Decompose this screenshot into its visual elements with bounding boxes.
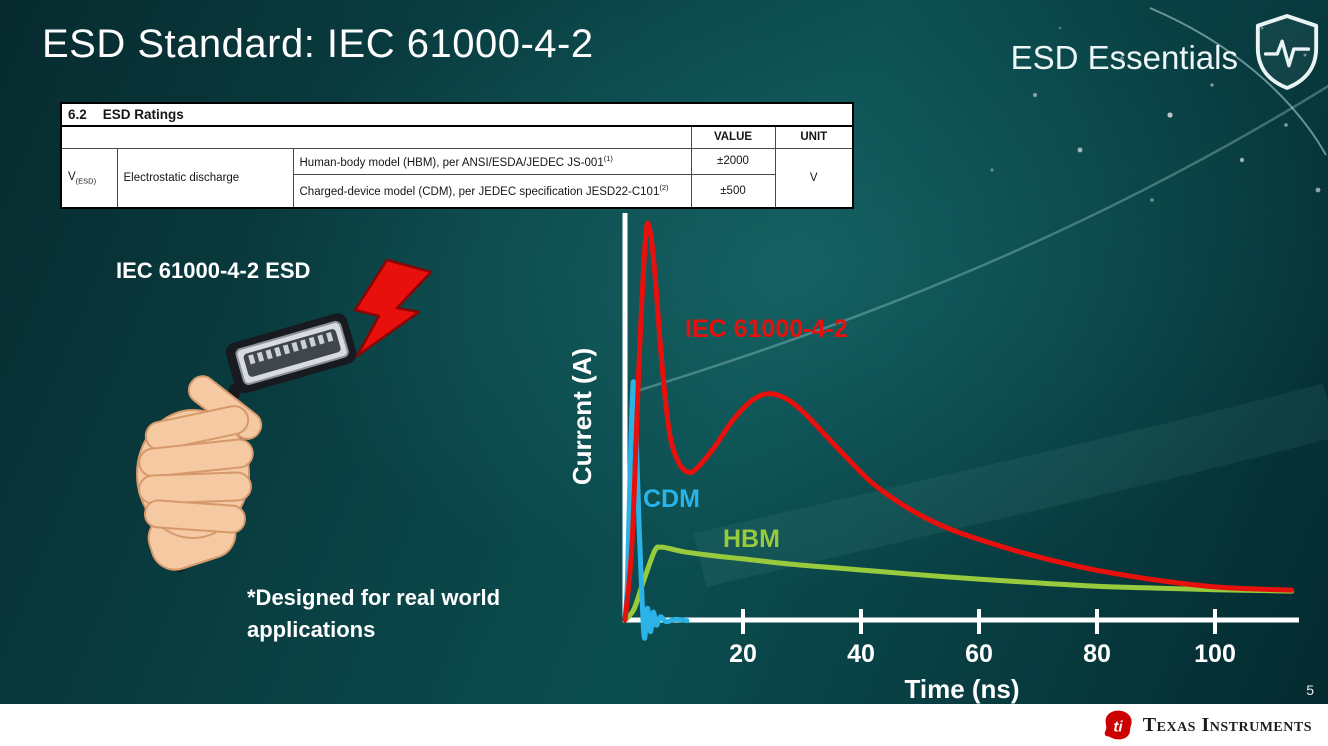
table-header-row: VALUE UNIT: [60, 125, 854, 149]
param-name-cell: Electrostatic discharge: [116, 147, 294, 209]
hbm-description: Human-body model (HBM), per ANSI/ESDA/JE…: [299, 156, 604, 169]
page-number: 5: [1306, 682, 1314, 698]
esd-ratings-table: 6.2 ESD Ratings VALUE UNIT V(ESD) Electro…: [60, 102, 855, 209]
series-line-0: [622, 220, 1295, 623]
empty-header-cell: [60, 125, 692, 149]
param-symbol: V: [68, 170, 76, 183]
x-tick-label: 100: [1194, 640, 1236, 668]
footer-bar: ti Texas Instruments: [0, 704, 1328, 746]
x-tick-label: 20: [729, 640, 757, 668]
hbm-footnote-ref: (1): [603, 153, 613, 163]
x-tick-label: 40: [847, 640, 875, 668]
series-line-2: [622, 544, 1295, 623]
svg-text:ti: ti: [1113, 718, 1123, 735]
table-row-cdm: Charged-device model (CDM), per JEDEC sp…: [61, 173, 853, 209]
footnote: *Designed for real world applications: [247, 582, 500, 646]
table-caption: 6.2 ESD Ratings: [61, 103, 854, 127]
section-number: 6.2: [68, 107, 87, 122]
param-symbol-cell: V(ESD): [60, 147, 118, 209]
series-label-0: IEC 61000-4-2: [685, 315, 848, 343]
table-caption-row: 6.2 ESD Ratings: [61, 103, 854, 127]
section-title: ESD Ratings: [102, 107, 184, 122]
footnote-line2: applications: [247, 616, 376, 642]
ti-wordmark: Texas Instruments: [1142, 713, 1312, 736]
x-axis-label: Time (ns): [904, 674, 1019, 704]
waveform-chart: 20 40 60 80 100 Time (ns) Current (A) IEC 61000…: [567, 213, 1299, 704]
ti-logo-icon: ti: [1104, 710, 1132, 740]
unit-cell: V: [774, 147, 854, 209]
param-symbol-sub: (ESD): [75, 175, 97, 185]
unit-column-header: UNIT: [774, 125, 854, 149]
lightning-bolt-icon: [353, 258, 433, 358]
x-tick-label: 60: [965, 640, 993, 668]
x-tick-label: 80: [1083, 640, 1111, 668]
footnote-line1: *Designed for real world: [247, 585, 501, 610]
cdm-value-cell: ±500: [690, 173, 776, 209]
series-line-1: [622, 379, 690, 641]
cdm-description-cell: Charged-device model (CDM), per JEDEC sp…: [292, 173, 692, 209]
esd-shield-icon: [1255, 14, 1319, 90]
hand: [136, 375, 263, 571]
cdm-footnote-ref: (2): [659, 183, 669, 193]
hbm-value-cell: ±2000: [690, 147, 776, 175]
series-label-2: HBM: [723, 525, 780, 553]
brand-title: ESD Essentials: [1010, 39, 1238, 76]
fingers: [138, 405, 254, 534]
cdm-description: Charged-device model (CDM), per JEDEC sp…: [299, 186, 660, 199]
table-row-hbm: V(ESD) Electrostatic discharge Human-bod…: [60, 147, 854, 209]
connector-label: IEC 61000-4-2 ESD: [116, 258, 311, 283]
value-column-header: VALUE: [690, 125, 776, 149]
brand-lockup: ESD Essentials: [1011, 12, 1322, 92]
hbm-description-cell: Human-body model (HBM), per ANSI/ESDA/JE…: [292, 147, 692, 175]
y-axis-label: Current (A): [567, 348, 597, 485]
hdmi-connector: [225, 313, 357, 394]
page-title: ESD Standard: IEC 61000-4-2: [42, 22, 594, 66]
hand-connector-illustration: [136, 258, 433, 572]
series-label-1: CDM: [643, 485, 700, 513]
